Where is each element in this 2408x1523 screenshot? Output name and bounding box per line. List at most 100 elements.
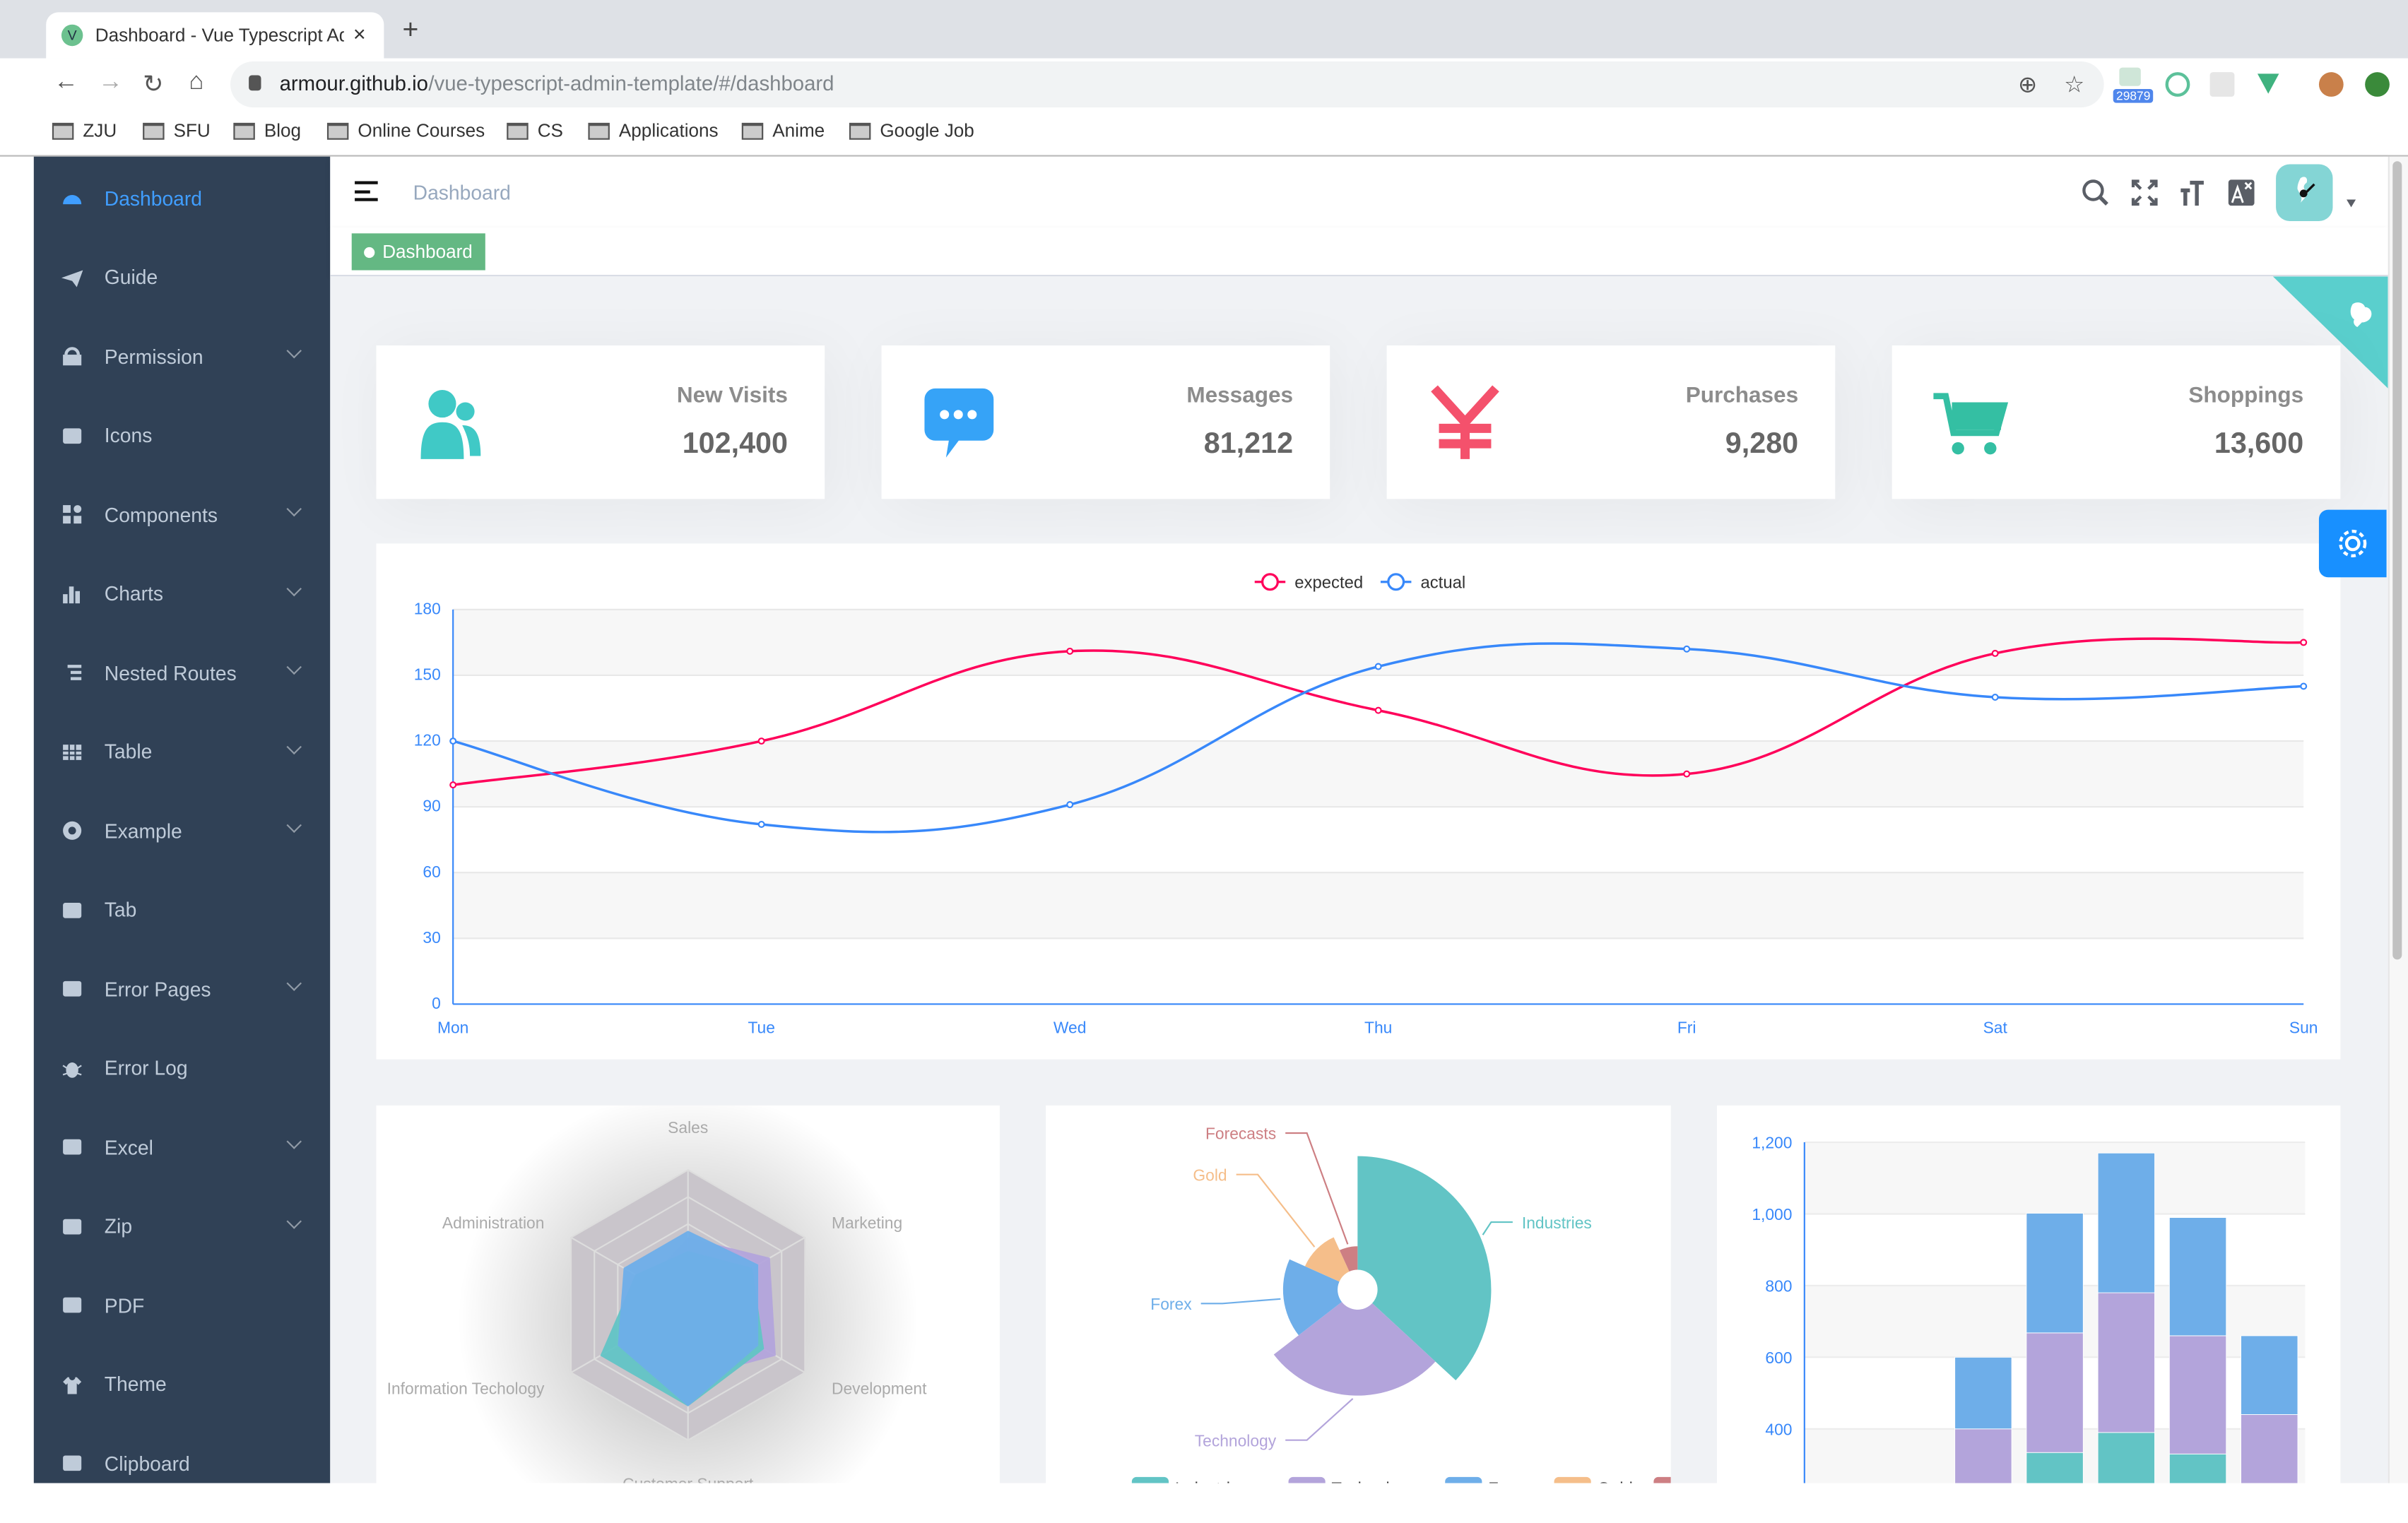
bookmark-item[interactable]: ZJU	[52, 120, 117, 141]
chevron-down-icon[interactable]	[286, 580, 302, 596]
legend-swatch[interactable]	[1288, 1476, 1326, 1483]
bar-segment[interactable]	[2097, 1432, 2155, 1483]
sidebar-item-example[interactable]: Example	[34, 793, 330, 870]
chevron-down-icon[interactable]	[286, 1213, 302, 1228]
scrollbar-thumb[interactable]	[2392, 161, 2402, 960]
new-tab-button[interactable]: +	[402, 13, 419, 45]
forward-icon[interactable]: →	[98, 69, 123, 95]
chevron-down-icon[interactable]	[286, 1134, 302, 1149]
vue-devtools-icon[interactable]	[2258, 73, 2279, 94]
pie-slice-forecasts[interactable]	[1339, 1246, 1358, 1272]
sidebar-item-clipboard[interactable]: Clipboard	[34, 1425, 330, 1502]
bookmark-item[interactable]: Online Courses	[326, 120, 485, 141]
sidebar-item-icons[interactable]: Icons	[34, 397, 330, 474]
bar-segment[interactable]	[2168, 1217, 2227, 1337]
search-icon[interactable]	[2081, 178, 2110, 207]
back-icon[interactable]: ←	[54, 69, 78, 95]
bookmark-item[interactable]: Anime	[741, 120, 825, 141]
settings-button[interactable]	[2318, 509, 2387, 578]
chevron-down-icon[interactable]	[286, 501, 302, 517]
sidebar-item-error-log[interactable]: Error Log	[34, 1029, 330, 1106]
bookmark-star-icon[interactable]: ☆	[2064, 72, 2085, 99]
bar-segment[interactable]	[2241, 1335, 2298, 1415]
legend-label[interactable]: expected	[1294, 573, 1363, 592]
sidebar-item-error-pages[interactable]: Error Pages	[34, 950, 330, 1027]
avatar-dropdown-caret-icon[interactable]	[2347, 199, 2356, 208]
sidebar-item-excel[interactable]: Excel	[34, 1108, 330, 1185]
extension-badge[interactable]: 29879	[2113, 89, 2154, 103]
breadcrumb[interactable]: Dashboard	[413, 181, 511, 205]
pie-slice-industries[interactable]	[1357, 1156, 1492, 1380]
bar-segment[interactable]	[2026, 1452, 2084, 1483]
bar-segment[interactable]	[2026, 1332, 2084, 1453]
home-icon[interactable]: ⌂	[189, 69, 204, 95]
hamburger-icon[interactable]	[355, 181, 378, 201]
close-tab-icon[interactable]: ×	[353, 21, 366, 47]
browser-tab[interactable]: V Dashboard - Vue Typescript Admin Templ…	[46, 12, 384, 59]
chevron-down-icon[interactable]	[286, 343, 302, 359]
sidebar-item-dashboard[interactable]: Dashboard	[34, 160, 330, 237]
bookmark-item[interactable]: Google Job	[849, 120, 974, 141]
bookmark-item[interactable]: CS	[507, 120, 563, 141]
reload-icon[interactable]: ↻	[143, 72, 164, 99]
sidebar-item-tab[interactable]: Tab	[34, 871, 330, 948]
panel-new-visits[interactable]: New Visits 102,400	[376, 345, 825, 499]
legend-marker[interactable]	[1387, 573, 1405, 591]
bar-segment[interactable]	[2168, 1335, 2227, 1454]
legend-swatch[interactable]	[1653, 1476, 1671, 1483]
sidebar-item-guide[interactable]: Guide	[34, 239, 330, 316]
sidebar-item-pdf[interactable]: PDF	[34, 1267, 330, 1344]
legend-swatch[interactable]	[1131, 1476, 1169, 1483]
pie-slice-forex[interactable]	[1282, 1259, 1342, 1336]
bar-segment[interactable]	[2168, 1453, 2227, 1483]
react-devtools-icon[interactable]	[2209, 72, 2235, 97]
bar-segment[interactable]	[2097, 1152, 2155, 1293]
legend-swatch[interactable]	[1445, 1476, 1482, 1483]
chevron-down-icon[interactable]	[286, 738, 302, 754]
install-icon[interactable]: ⊕	[2017, 72, 2038, 99]
panel-messages[interactable]: Messages 81,212	[881, 345, 1330, 499]
sidebar-item-components[interactable]: Components	[34, 476, 330, 553]
chevron-down-icon[interactable]	[286, 817, 302, 833]
size-icon[interactable]	[2179, 179, 2205, 206]
sidebar-item-zip[interactable]: Zip	[34, 1187, 330, 1264]
legend-label[interactable]: Forex	[1488, 1479, 1531, 1483]
chevron-down-icon[interactable]	[286, 976, 302, 991]
panel-purchases[interactable]: Purchases 9,280	[1386, 345, 1836, 499]
bar-segment[interactable]	[1954, 1428, 2012, 1483]
legend-swatch[interactable]	[1554, 1476, 1591, 1483]
grammarly-icon[interactable]	[2165, 72, 2190, 97]
pie-slice-technology[interactable]	[1273, 1302, 1436, 1396]
github-corner[interactable]	[2272, 276, 2388, 389]
bar-segment[interactable]	[2241, 1414, 2298, 1483]
language-icon[interactable]	[2228, 179, 2255, 206]
chevron-down-icon[interactable]	[286, 659, 302, 675]
sidebar-item-theme[interactable]: Theme	[34, 1346, 330, 1423]
bookmark-item[interactable]: SFU	[143, 120, 211, 141]
bookmark-item[interactable]: Blog	[233, 120, 301, 141]
legend-label[interactable]: Technology	[1331, 1479, 1417, 1483]
url-host[interactable]: armour.github.io	[279, 72, 428, 95]
bar-segment[interactable]	[2097, 1292, 2155, 1433]
bar-segment[interactable]	[1954, 1356, 2012, 1430]
tag-dashboard[interactable]: Dashboard	[351, 233, 485, 271]
legend-label[interactable]: Gold	[1597, 1479, 1632, 1483]
update-icon[interactable]	[2365, 72, 2390, 97]
legend-label[interactable]: Industries	[1175, 1479, 1249, 1483]
legend-label[interactable]: actual	[1420, 573, 1465, 592]
sidebar-item-table[interactable]: Table	[34, 713, 330, 790]
radar-series-area[interactable]	[618, 1231, 759, 1406]
bar-segment[interactable]	[2026, 1213, 2084, 1334]
fullscreen-icon[interactable]	[2131, 179, 2158, 206]
sidebar-item-nested-routes[interactable]: Nested Routes	[34, 634, 330, 711]
user-avatar[interactable]	[2276, 164, 2333, 221]
sidebar-item-charts[interactable]: Charts	[34, 555, 330, 632]
sidebar-item-permission[interactable]: Permission	[34, 318, 330, 395]
pie-slice-gold[interactable]	[1304, 1237, 1350, 1282]
panel-shoppings[interactable]: Shoppings 13,600	[1891, 345, 2341, 499]
profile-avatar-icon[interactable]	[2318, 72, 2344, 97]
extension-icon[interactable]	[2119, 67, 2141, 86]
url-path[interactable]: /vue-typescript-admin-template/#/dashboa…	[428, 72, 834, 95]
bookmark-item[interactable]: Applications	[588, 120, 719, 141]
legend-marker[interactable]	[1261, 573, 1279, 591]
